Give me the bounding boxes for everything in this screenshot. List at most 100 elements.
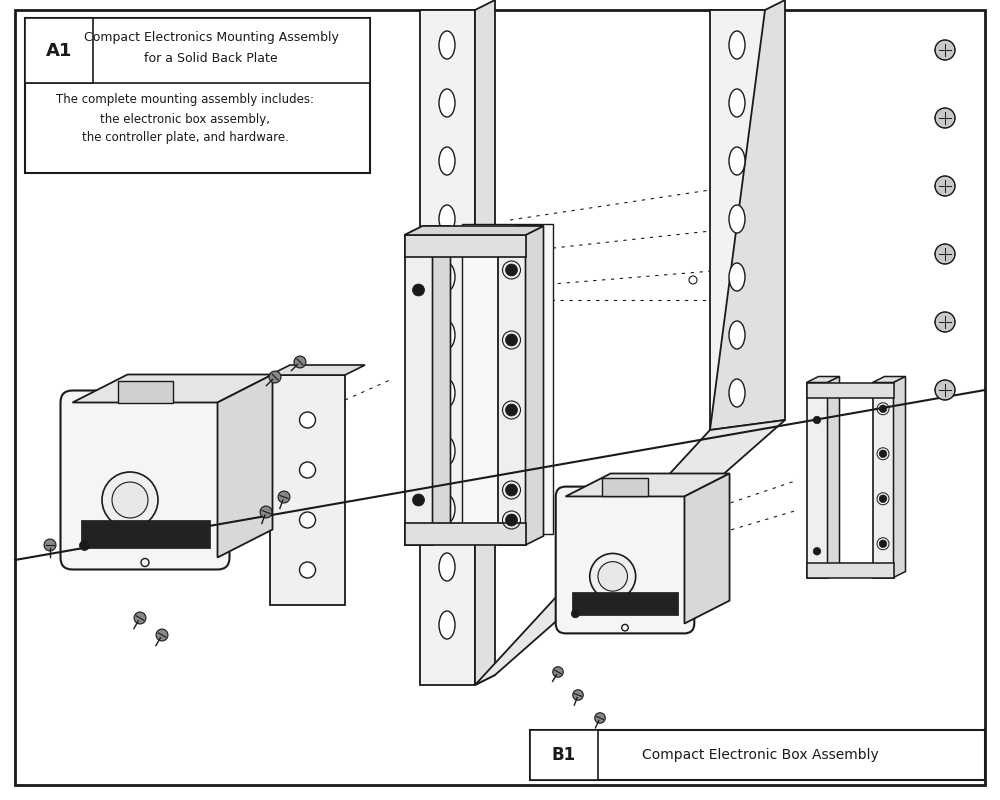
Circle shape [573, 690, 583, 700]
FancyBboxPatch shape [556, 486, 694, 634]
Text: A1: A1 [46, 42, 72, 60]
Circle shape [879, 495, 887, 502]
Polygon shape [872, 382, 894, 578]
Polygon shape [710, 10, 765, 430]
Circle shape [935, 108, 955, 128]
Circle shape [553, 666, 563, 678]
Polygon shape [72, 374, 272, 402]
Circle shape [590, 554, 636, 599]
Ellipse shape [439, 611, 455, 639]
Polygon shape [498, 235, 526, 545]
Text: Compact Electronics Mounting Assembly: Compact Electronics Mounting Assembly [84, 30, 338, 43]
Bar [25, 18, 370, 83]
Polygon shape [475, 420, 785, 685]
Circle shape [300, 512, 316, 528]
Ellipse shape [729, 31, 745, 59]
Polygon shape [806, 562, 894, 578]
Text: for a Solid Back Plate: for a Solid Back Plate [144, 53, 278, 66]
Circle shape [879, 405, 887, 413]
Ellipse shape [439, 147, 455, 175]
Circle shape [506, 514, 518, 526]
Circle shape [935, 312, 955, 332]
Ellipse shape [729, 147, 745, 175]
Polygon shape [475, 0, 495, 685]
Circle shape [269, 371, 281, 383]
Polygon shape [118, 381, 173, 402]
Circle shape [300, 412, 316, 428]
Circle shape [80, 541, 90, 550]
Ellipse shape [439, 321, 455, 349]
Circle shape [813, 547, 821, 555]
Ellipse shape [439, 437, 455, 465]
Text: the electronic box assembly,: the electronic box assembly, [100, 113, 270, 126]
Text: Compact Electronic Box Assembly: Compact Electronic Box Assembly [642, 748, 878, 762]
Circle shape [300, 562, 316, 578]
Circle shape [879, 540, 887, 547]
Ellipse shape [439, 553, 455, 581]
Polygon shape [270, 375, 345, 605]
Ellipse shape [439, 379, 455, 407]
Polygon shape [602, 478, 648, 497]
Ellipse shape [729, 205, 745, 233]
Ellipse shape [439, 495, 455, 523]
Bar [572, 592, 678, 615]
Ellipse shape [439, 31, 455, 59]
Text: The complete mounting assembly includes:: The complete mounting assembly includes: [56, 94, 314, 106]
Polygon shape [218, 374, 272, 558]
Circle shape [156, 629, 168, 641]
Circle shape [506, 334, 518, 346]
Bar [80, 519, 210, 547]
Circle shape [300, 462, 316, 478]
Bar [530, 730, 985, 780]
FancyBboxPatch shape [60, 390, 230, 570]
Polygon shape [526, 226, 544, 545]
Polygon shape [432, 226, 450, 545]
Circle shape [598, 562, 627, 591]
Bar [25, 18, 93, 83]
Polygon shape [420, 10, 475, 685]
Ellipse shape [729, 379, 745, 407]
Polygon shape [806, 377, 840, 382]
Polygon shape [498, 226, 544, 235]
Polygon shape [684, 474, 730, 623]
Text: the controller plate, and hardware.: the controller plate, and hardware. [82, 131, 288, 145]
Circle shape [294, 356, 306, 368]
Polygon shape [404, 226, 450, 235]
Polygon shape [806, 382, 894, 398]
Ellipse shape [439, 205, 455, 233]
Polygon shape [872, 377, 906, 382]
Circle shape [102, 472, 158, 528]
Circle shape [506, 404, 518, 416]
Circle shape [278, 491, 290, 503]
Circle shape [935, 40, 955, 60]
Polygon shape [404, 523, 526, 545]
Polygon shape [462, 224, 552, 534]
Circle shape [813, 416, 821, 424]
Polygon shape [710, 0, 785, 430]
Circle shape [260, 506, 272, 518]
Circle shape [44, 539, 56, 551]
Circle shape [134, 612, 146, 624]
Circle shape [879, 450, 887, 458]
Circle shape [935, 176, 955, 196]
Bar [530, 730, 598, 780]
Polygon shape [404, 235, 432, 545]
Polygon shape [806, 382, 828, 578]
Polygon shape [828, 377, 840, 578]
Ellipse shape [729, 89, 745, 117]
Circle shape [571, 610, 579, 618]
Circle shape [112, 482, 148, 518]
Text: B1: B1 [552, 746, 576, 764]
Circle shape [506, 264, 518, 276]
Polygon shape [566, 474, 730, 497]
Circle shape [413, 284, 424, 296]
Ellipse shape [439, 263, 455, 291]
Polygon shape [404, 235, 526, 257]
Polygon shape [270, 365, 365, 375]
Circle shape [506, 484, 518, 496]
Bar [25, 18, 370, 173]
Ellipse shape [729, 321, 745, 349]
Ellipse shape [729, 263, 745, 291]
Ellipse shape [439, 89, 455, 117]
Circle shape [935, 244, 955, 264]
